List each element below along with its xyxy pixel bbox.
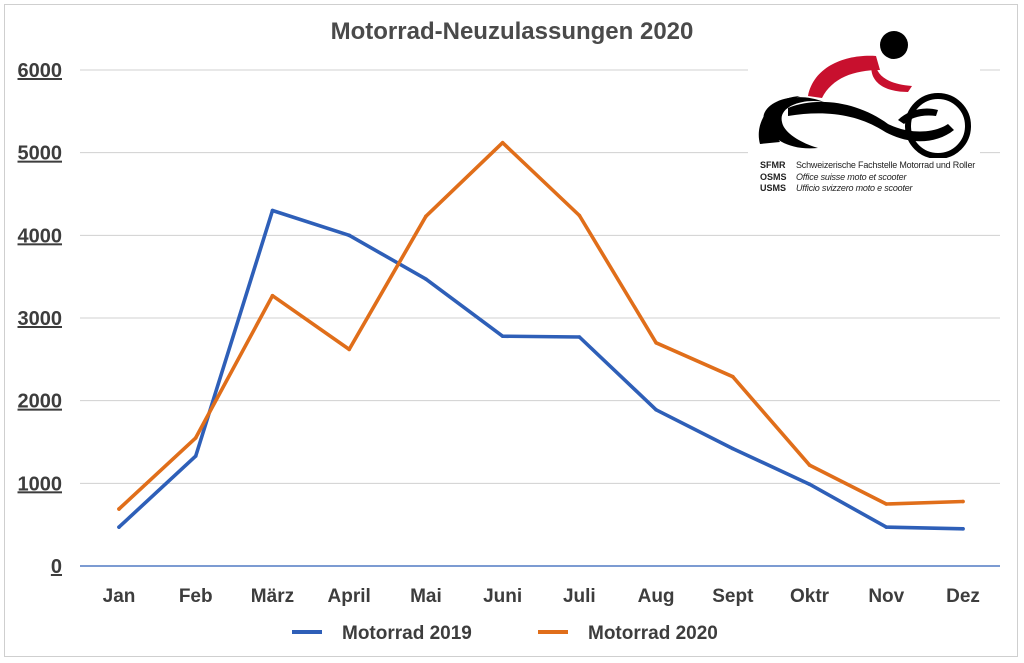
data-point	[807, 482, 812, 486]
x-tick-label: Sept	[712, 586, 754, 607]
data-point	[424, 277, 428, 281]
series-line-1	[117, 208, 965, 531]
data-point	[117, 525, 121, 529]
y-tick-label: 2000	[18, 391, 63, 413]
data-point	[193, 454, 198, 458]
data-point	[424, 214, 428, 219]
x-axis-ticks: Jan Feb März April Mai Juni Juli Aug Sept Oktr Nov…	[103, 586, 980, 607]
logo-full: Office suisse moto et scooter	[796, 171, 907, 182]
data-point	[807, 463, 812, 467]
legend-label: Motorrad 2020	[588, 623, 718, 644]
y-tick-label: 1000	[18, 473, 63, 495]
data-point	[193, 436, 198, 440]
y-tick-label: 4000	[18, 225, 63, 247]
data-point	[500, 334, 505, 338]
data-point	[654, 407, 658, 412]
logo-abbr: USMS	[760, 183, 787, 193]
logo-text: SFMR Schweizerische Fachstelle Motorrad u…	[760, 160, 975, 195]
logo-abbr: OSMS	[760, 171, 787, 182]
data-point	[884, 502, 889, 506]
data-point	[731, 446, 735, 451]
data-point	[117, 507, 121, 511]
x-tick-label: März	[251, 586, 294, 607]
x-tick-label: Dez	[946, 586, 980, 607]
logo-full: Schweizerische Fachstelle Motorrad und R…	[796, 160, 976, 170]
chart-title: Motorrad-Neuzulassungen 2020	[330, 18, 694, 45]
x-tick-label: Jan	[103, 586, 136, 607]
legend: Motorrad 2019 Motorrad 2020	[292, 623, 718, 644]
data-point	[347, 347, 351, 352]
legend-label: Motorrad 2019	[342, 623, 472, 644]
x-tick-label: April	[328, 586, 371, 607]
logo-abbr: SFMR	[760, 160, 786, 170]
data-point	[270, 208, 275, 213]
series-lines	[117, 140, 965, 531]
x-tick-label: Juli	[563, 586, 596, 607]
data-point	[884, 525, 889, 529]
motorcycle-logo-icon	[758, 31, 971, 159]
data-point	[500, 140, 505, 145]
data-point	[270, 293, 275, 298]
series-line-2	[117, 140, 965, 511]
x-tick-label: Nov	[868, 586, 904, 607]
x-tick-label: Mai	[410, 586, 442, 607]
y-axis-ticks: 0 1000 2000 3000 4000 5000 6000	[18, 60, 63, 578]
data-point	[731, 374, 735, 379]
y-tick-label: 3000	[18, 308, 63, 330]
y-tick-label: 0	[51, 556, 62, 578]
logo-full: Ufficio svizzero moto e scooter	[796, 183, 913, 193]
sfmr-logo: SFMR Schweizerische Fachstelle Motorrad u…	[748, 26, 980, 202]
data-point	[961, 499, 965, 504]
y-tick-label: 5000	[18, 143, 63, 165]
data-point	[577, 335, 582, 339]
x-tick-label: Aug	[638, 586, 675, 607]
x-tick-label: Oktr	[790, 586, 830, 607]
data-point	[577, 213, 582, 218]
y-tick-label: 6000	[18, 60, 63, 82]
data-point	[347, 233, 351, 238]
x-tick-label: Feb	[179, 586, 213, 607]
data-point	[961, 527, 965, 531]
data-point	[654, 341, 658, 345]
x-tick-label: Juni	[483, 586, 522, 607]
